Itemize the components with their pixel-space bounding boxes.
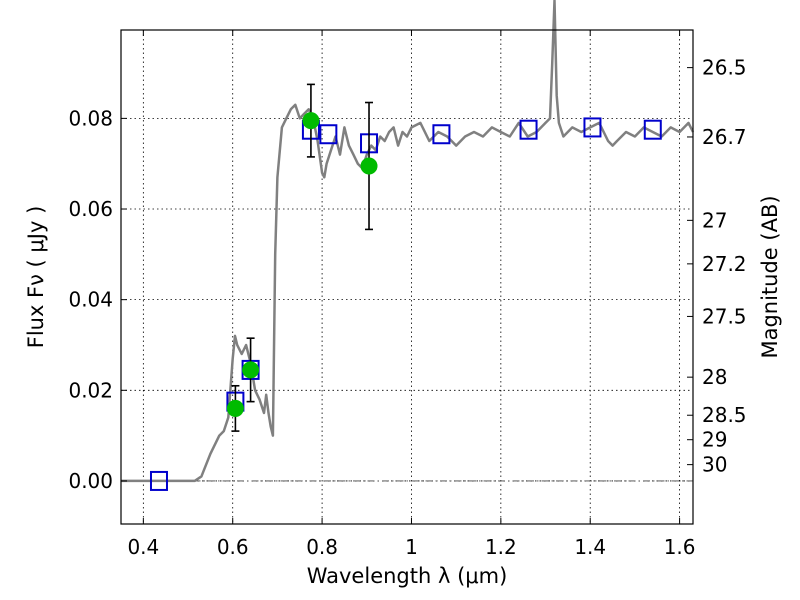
x-tick-label: 1.4 xyxy=(574,535,606,559)
y-tick-label: 0.00 xyxy=(68,469,113,493)
magnitude-tick-label: 26.5 xyxy=(702,56,747,80)
sed-model-series xyxy=(121,0,695,483)
y-tick-label: 0.06 xyxy=(68,197,113,221)
model-flux-square xyxy=(432,124,451,145)
magnitude-tick-label: 27.5 xyxy=(702,304,747,328)
magnitude-tick-label: 30 xyxy=(702,453,727,477)
model-flux-square xyxy=(583,117,602,138)
y-tick-label: 0.08 xyxy=(68,106,113,130)
grid xyxy=(121,30,693,524)
model-flux-square xyxy=(149,470,168,491)
magnitude-tick-label: 28.5 xyxy=(702,403,747,427)
x-tick-label: 0.6 xyxy=(217,535,249,559)
observed-point xyxy=(360,157,378,175)
y2-axis-label: Magnitude (AB) xyxy=(758,195,782,358)
observed-point xyxy=(242,361,260,379)
magnitude-tick-label: 29 xyxy=(702,428,727,452)
observed-point xyxy=(302,112,320,130)
sed-model-line xyxy=(121,0,695,483)
x-axis: 0.4 0.6 0.8 1 1.2 1.4 1.6 xyxy=(127,30,696,559)
y-tick-label: 0.02 xyxy=(68,378,113,402)
y-tick-label: 0.04 xyxy=(68,288,113,312)
x-tick-label: 1 xyxy=(405,535,418,559)
model-flux-squares xyxy=(149,117,662,491)
model-flux-square xyxy=(643,119,662,140)
magnitude-tick-label: 28 xyxy=(702,365,727,389)
magnitude-tick-label: 26.7 xyxy=(702,125,747,149)
x-tick-label: 1.6 xyxy=(664,535,696,559)
x-tick-label: 0.4 xyxy=(127,535,159,559)
model-flux-square xyxy=(519,119,538,140)
magnitude-tick-label: 27.2 xyxy=(702,252,747,276)
y-axis: 0.00 0.02 0.04 0.06 0.08 xyxy=(68,106,127,493)
magnitude-tick-label: 27 xyxy=(702,208,727,232)
plot-frame xyxy=(120,29,694,525)
x-tick-label: 1.2 xyxy=(485,535,517,559)
x-axis-label: Wavelength λ (μm) xyxy=(307,564,508,588)
observed-point xyxy=(226,399,244,417)
model-flux-square xyxy=(319,124,338,145)
x-tick-label: 0.8 xyxy=(306,535,338,559)
observed-photometry xyxy=(226,83,378,432)
y-axis-label: Flux Fν ( μJy ) xyxy=(24,206,48,349)
